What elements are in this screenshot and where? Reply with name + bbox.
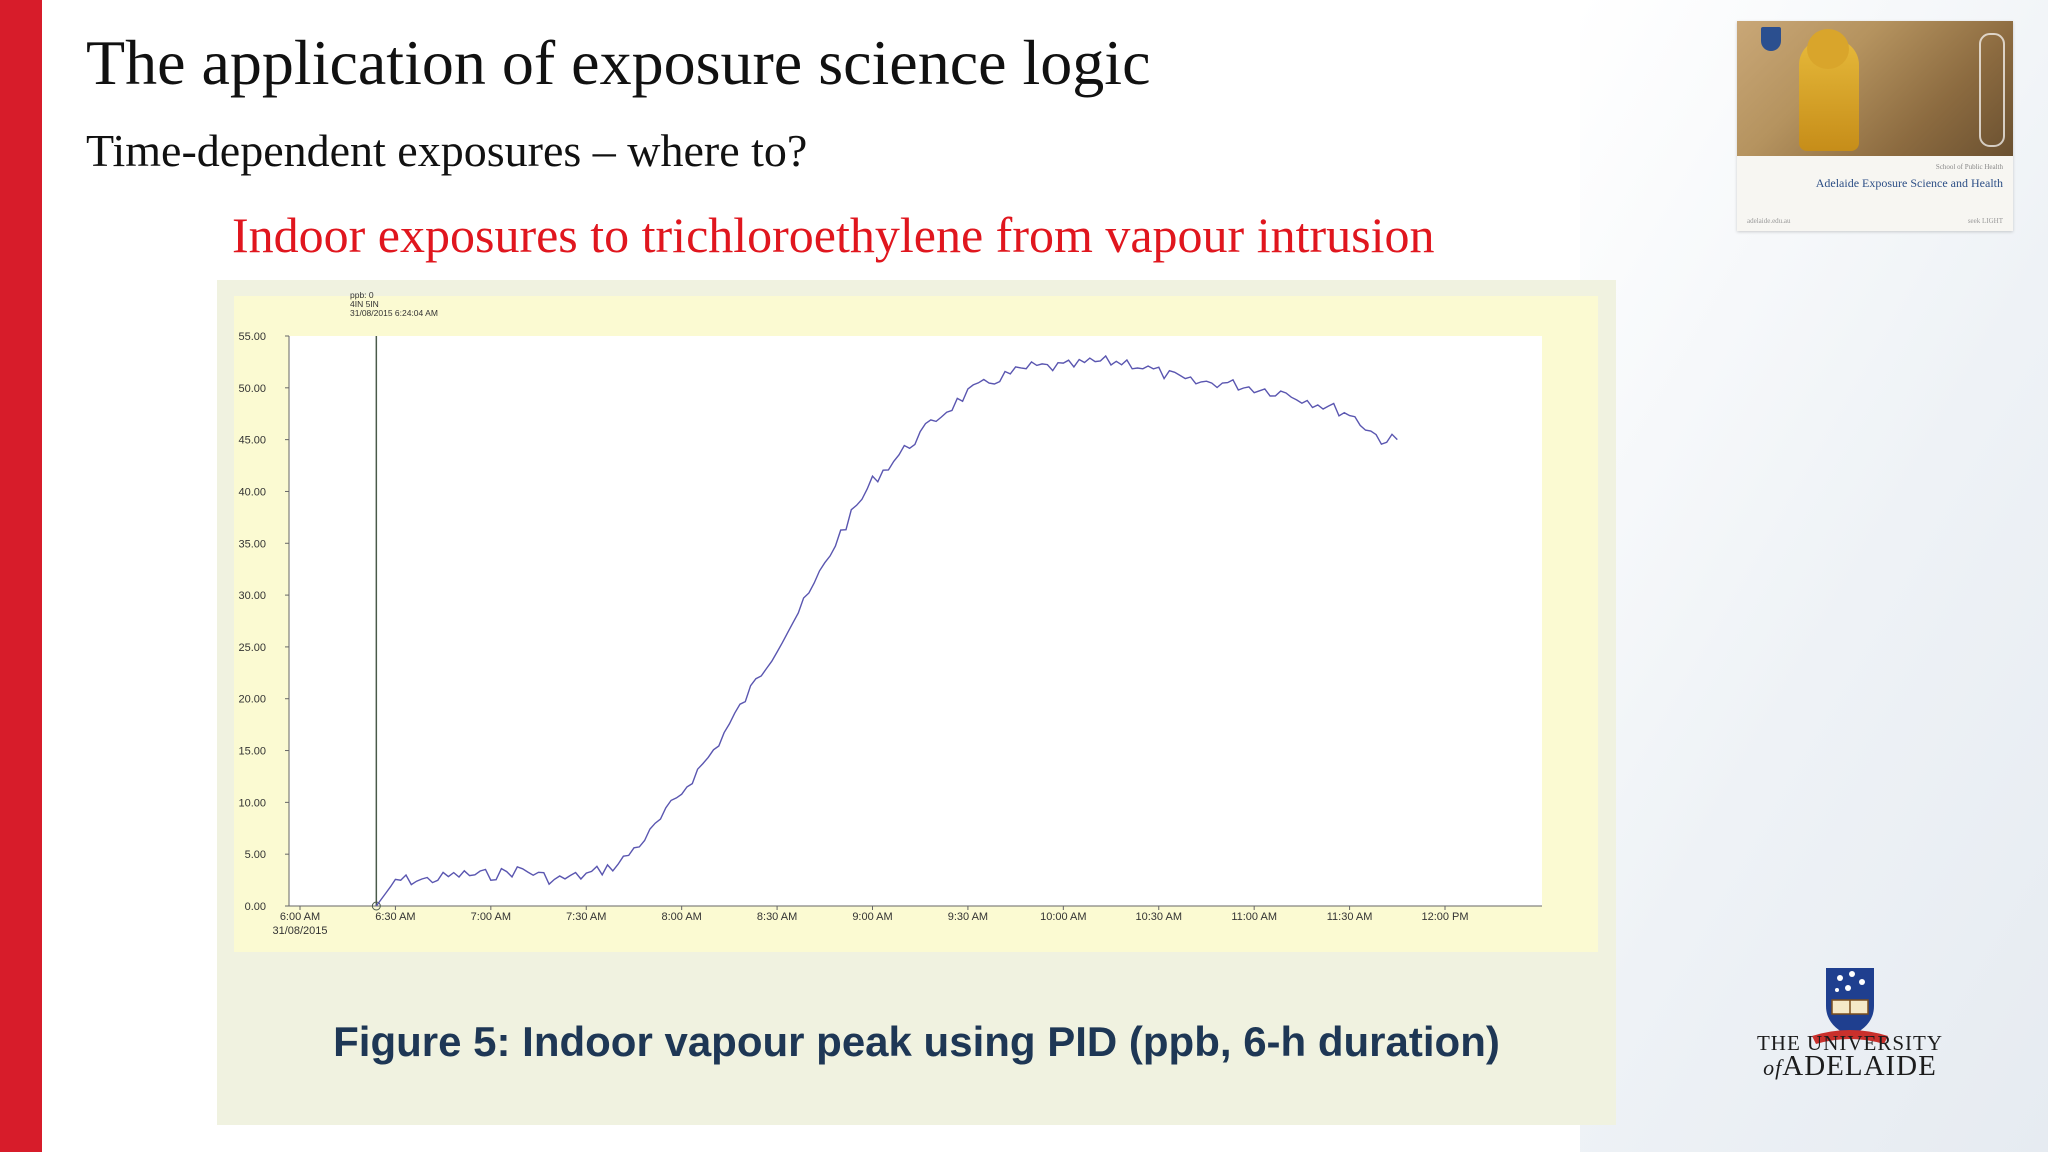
y-tick-label: 30.00 — [238, 590, 266, 602]
crest-icon — [1761, 27, 1781, 51]
slide-heading: Indoor exposures to trichloroethylene fr… — [232, 207, 1435, 263]
y-tick-label: 55.00 — [238, 331, 266, 343]
thumbnail-photo — [1737, 21, 2013, 156]
university-name-adelaide: ADELAIDE — [1782, 1050, 1937, 1082]
y-tick-label: 50.00 — [238, 383, 266, 395]
x-tick-label: 10:30 AM — [1136, 911, 1182, 923]
x-tick-label: 7:30 AM — [566, 911, 606, 923]
y-tick-label: 20.00 — [238, 694, 266, 706]
x-tick-label: 9:00 AM — [852, 911, 892, 923]
x-tick-label: 8:30 AM — [757, 911, 797, 923]
x-tick-label: 7:00 AM — [471, 911, 511, 923]
x-tick-label: 6:30 AM — [375, 911, 415, 923]
university-crest-icon — [1812, 968, 1888, 1044]
y-tick-label: 40.00 — [238, 486, 266, 498]
y-tick-label: 5.00 — [245, 849, 266, 861]
thumbnail-footer-left: adelaide.edu.au — [1747, 217, 1791, 225]
x-tick-label: 6:00 AM — [280, 911, 320, 923]
university-name-of: of — [1763, 1055, 1783, 1080]
plot-area — [289, 336, 1542, 906]
thumbnail-small-text: School of Public Health — [1935, 163, 2003, 171]
y-tick-label: 0.00 — [245, 901, 266, 913]
y-tick-label: 25.00 — [238, 642, 266, 654]
accent-bar — [0, 0, 42, 1152]
figure-caption: Figure 5: Indoor vapour peak using PID (… — [333, 1018, 1500, 1065]
university-name-line2: ofADELAIDE — [1738, 1050, 1962, 1083]
cursor-label-line: ppb: 0 — [350, 290, 374, 300]
y-tick-label: 35.00 — [238, 538, 266, 550]
x-tick-label: 12:00 PM — [1421, 911, 1468, 923]
social-icons — [1979, 33, 2005, 147]
video-thumbnail[interactable]: School of Public Health Adelaide Exposur… — [1737, 21, 2013, 231]
y-tick-label: 15.00 — [238, 746, 266, 758]
thumbnail-title: Adelaide Exposure Science and Health — [1815, 176, 2003, 190]
university-name-line1: THE UNIVERSITY — [1756, 1031, 1944, 1055]
x-date-label: 31/08/2015 — [272, 925, 327, 937]
y-tick-label: 45.00 — [238, 435, 266, 447]
thumbnail-footer-right: seek LIGHT — [1967, 217, 2003, 225]
slide-title: The application of exposure science logi… — [86, 27, 1151, 98]
cursor-marker — [371, 901, 381, 911]
helmet-figure — [1807, 29, 1849, 69]
series-line-ppb — [375, 354, 1398, 907]
cursor-label-line: 4IN 5IN — [350, 299, 379, 309]
slide-subtitle: Time-dependent exposures – where to? — [86, 125, 808, 176]
x-tick-label: 10:00 AM — [1040, 911, 1086, 923]
cursor-label-line: 31/08/2015 6:24:04 AM — [350, 308, 438, 318]
y-tick-label: 10.00 — [238, 797, 266, 809]
x-tick-label: 8:00 AM — [661, 911, 701, 923]
x-tick-label: 11:00 AM — [1231, 911, 1277, 923]
x-tick-label: 9:30 AM — [948, 911, 988, 923]
x-tick-label: 11:30 AM — [1327, 911, 1373, 923]
